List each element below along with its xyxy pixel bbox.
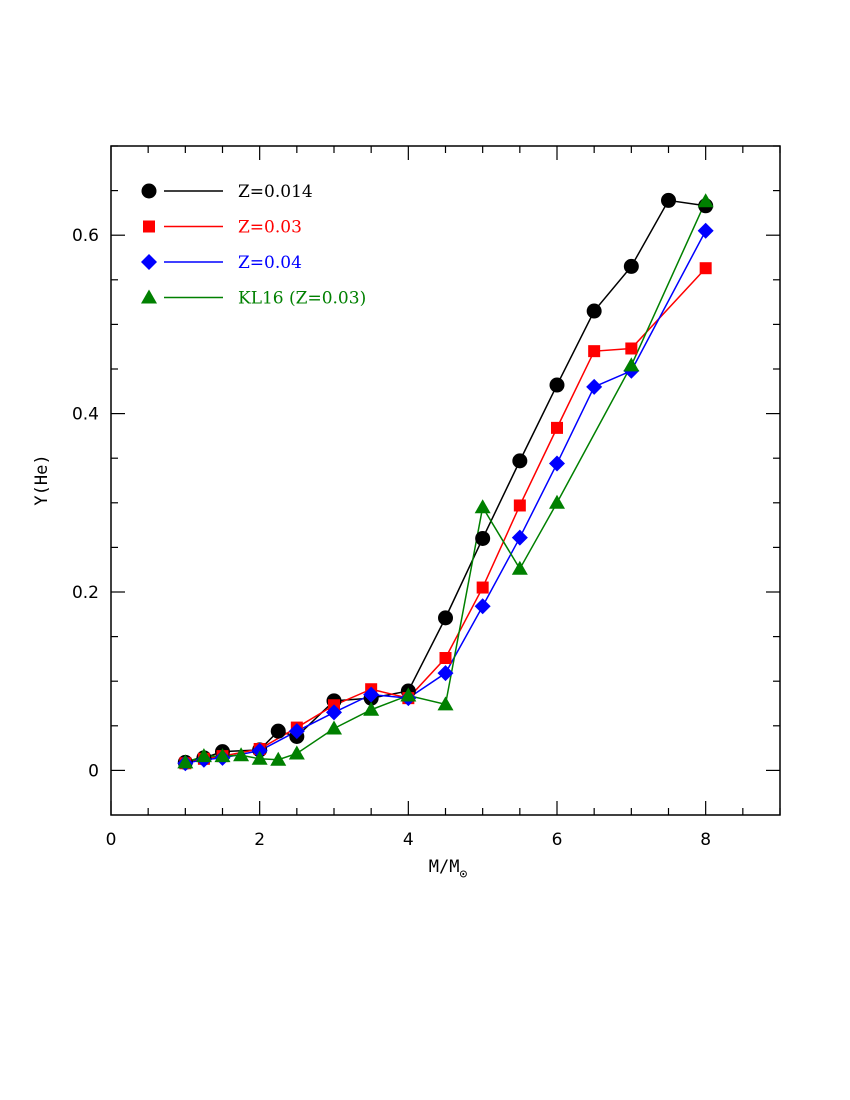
data-point-z-0-03 bbox=[625, 342, 638, 355]
data-point-z-0-03 bbox=[513, 499, 526, 512]
axis-ticks bbox=[110, 145, 781, 815]
data-point-z-0-04 bbox=[549, 455, 565, 472]
x-tick-label: 2 bbox=[254, 830, 265, 850]
x-tick-label: 6 bbox=[552, 830, 563, 850]
y-tick-label: 0.2 bbox=[72, 583, 99, 603]
y-tick-label: 0 bbox=[88, 761, 99, 781]
data-point-z-0-04 bbox=[697, 222, 714, 239]
x-tick-label: 0 bbox=[106, 830, 117, 850]
data-point-kl16-z-0-03 bbox=[363, 701, 380, 716]
data-point-kl16-z-0-03 bbox=[437, 696, 454, 711]
legend-label-z-0-03: Z=0.03 bbox=[238, 218, 302, 238]
legend-label-z-0-014: Z=0.014 bbox=[238, 182, 313, 202]
x-axis-label-main: M/M bbox=[429, 857, 460, 877]
legend-label-kl16-z-0-03: KL16 (Z=0.03) bbox=[238, 289, 366, 309]
data-point-kl16-z-0-03 bbox=[195, 748, 212, 763]
legend-marker-z-0-014 bbox=[141, 183, 157, 199]
legend-label-z-0-04: Z=0.04 bbox=[238, 253, 302, 273]
y-tick-label: 0.6 bbox=[72, 226, 99, 246]
data-point-z-0-014 bbox=[475, 530, 491, 546]
data-point-kl16-z-0-03 bbox=[288, 745, 305, 760]
series-line-kl16-z-0-03 bbox=[185, 200, 707, 764]
data-point-z-0-03 bbox=[551, 421, 563, 434]
data-point-z-0-03 bbox=[699, 262, 712, 275]
data-point-z-0-014 bbox=[512, 453, 528, 469]
data-point-z-0-014 bbox=[438, 610, 453, 626]
x-tick-label: 8 bbox=[700, 830, 711, 850]
data-point-kl16-z-0-03 bbox=[233, 747, 250, 762]
data-point-kl16-z-0-03 bbox=[326, 720, 342, 735]
series-line-z-0-04 bbox=[185, 230, 707, 765]
data-point-z-0-04 bbox=[511, 529, 528, 546]
data-point-kl16-z-0-03 bbox=[214, 748, 231, 763]
data-point-kl16-z-0-03 bbox=[400, 687, 417, 702]
data-point-z-0-03 bbox=[588, 345, 601, 358]
data-point-kl16-z-0-03 bbox=[270, 751, 287, 766]
data-point-z-0-04 bbox=[586, 378, 603, 395]
data-point-z-0-014 bbox=[270, 723, 286, 739]
x-tick-label: 4 bbox=[403, 830, 414, 850]
x-axis-label: M/M⊙ bbox=[429, 857, 468, 882]
data-point-z-0-014 bbox=[549, 377, 565, 393]
data-point-z-0-03 bbox=[476, 581, 489, 594]
legend-marker-kl16-z-0-03 bbox=[141, 289, 157, 304]
data-point-z-0-03 bbox=[439, 652, 452, 665]
data-point-kl16-z-0-03 bbox=[177, 754, 194, 769]
data-point-z-0-014 bbox=[586, 303, 602, 319]
data-point-z-0-04 bbox=[474, 598, 491, 615]
data-point-z-0-04 bbox=[437, 665, 454, 682]
data-point-kl16-z-0-03 bbox=[549, 494, 565, 509]
series-line-z-0-03 bbox=[185, 267, 707, 764]
series-markers bbox=[177, 192, 714, 772]
data-point-kl16-z-0-03 bbox=[251, 750, 268, 765]
data-point-kl16-z-0-03 bbox=[474, 499, 491, 514]
data-point-z-0-014 bbox=[623, 258, 639, 274]
data-point-z-0-04 bbox=[326, 704, 342, 721]
data-point-z-0-04 bbox=[288, 723, 305, 740]
legend-marker-z-0-04 bbox=[141, 254, 157, 270]
data-point-kl16-z-0-03 bbox=[697, 193, 714, 208]
data-point-kl16-z-0-03 bbox=[511, 560, 528, 575]
legend: Z=0.014 Z=0.03 Z=0.04 KL16 (Z=0.03) bbox=[141, 182, 366, 309]
data-point-kl16-z-0-03 bbox=[623, 357, 640, 372]
y-tick-label: 0.4 bbox=[72, 405, 99, 425]
legend-marker-z-0-03 bbox=[143, 220, 155, 233]
data-point-z-0-04 bbox=[363, 686, 380, 703]
plot-frame bbox=[110, 145, 781, 816]
data-point-z-0-04 bbox=[251, 742, 268, 759]
x-axis-label-subscript: ⊙ bbox=[459, 867, 467, 882]
axis-tick-labels: 0 2 4 6 8 0 0.2 0.4 0.6 bbox=[72, 226, 711, 850]
data-point-z-0-014 bbox=[661, 192, 676, 208]
y-axis-label: Y(He) bbox=[32, 454, 52, 505]
